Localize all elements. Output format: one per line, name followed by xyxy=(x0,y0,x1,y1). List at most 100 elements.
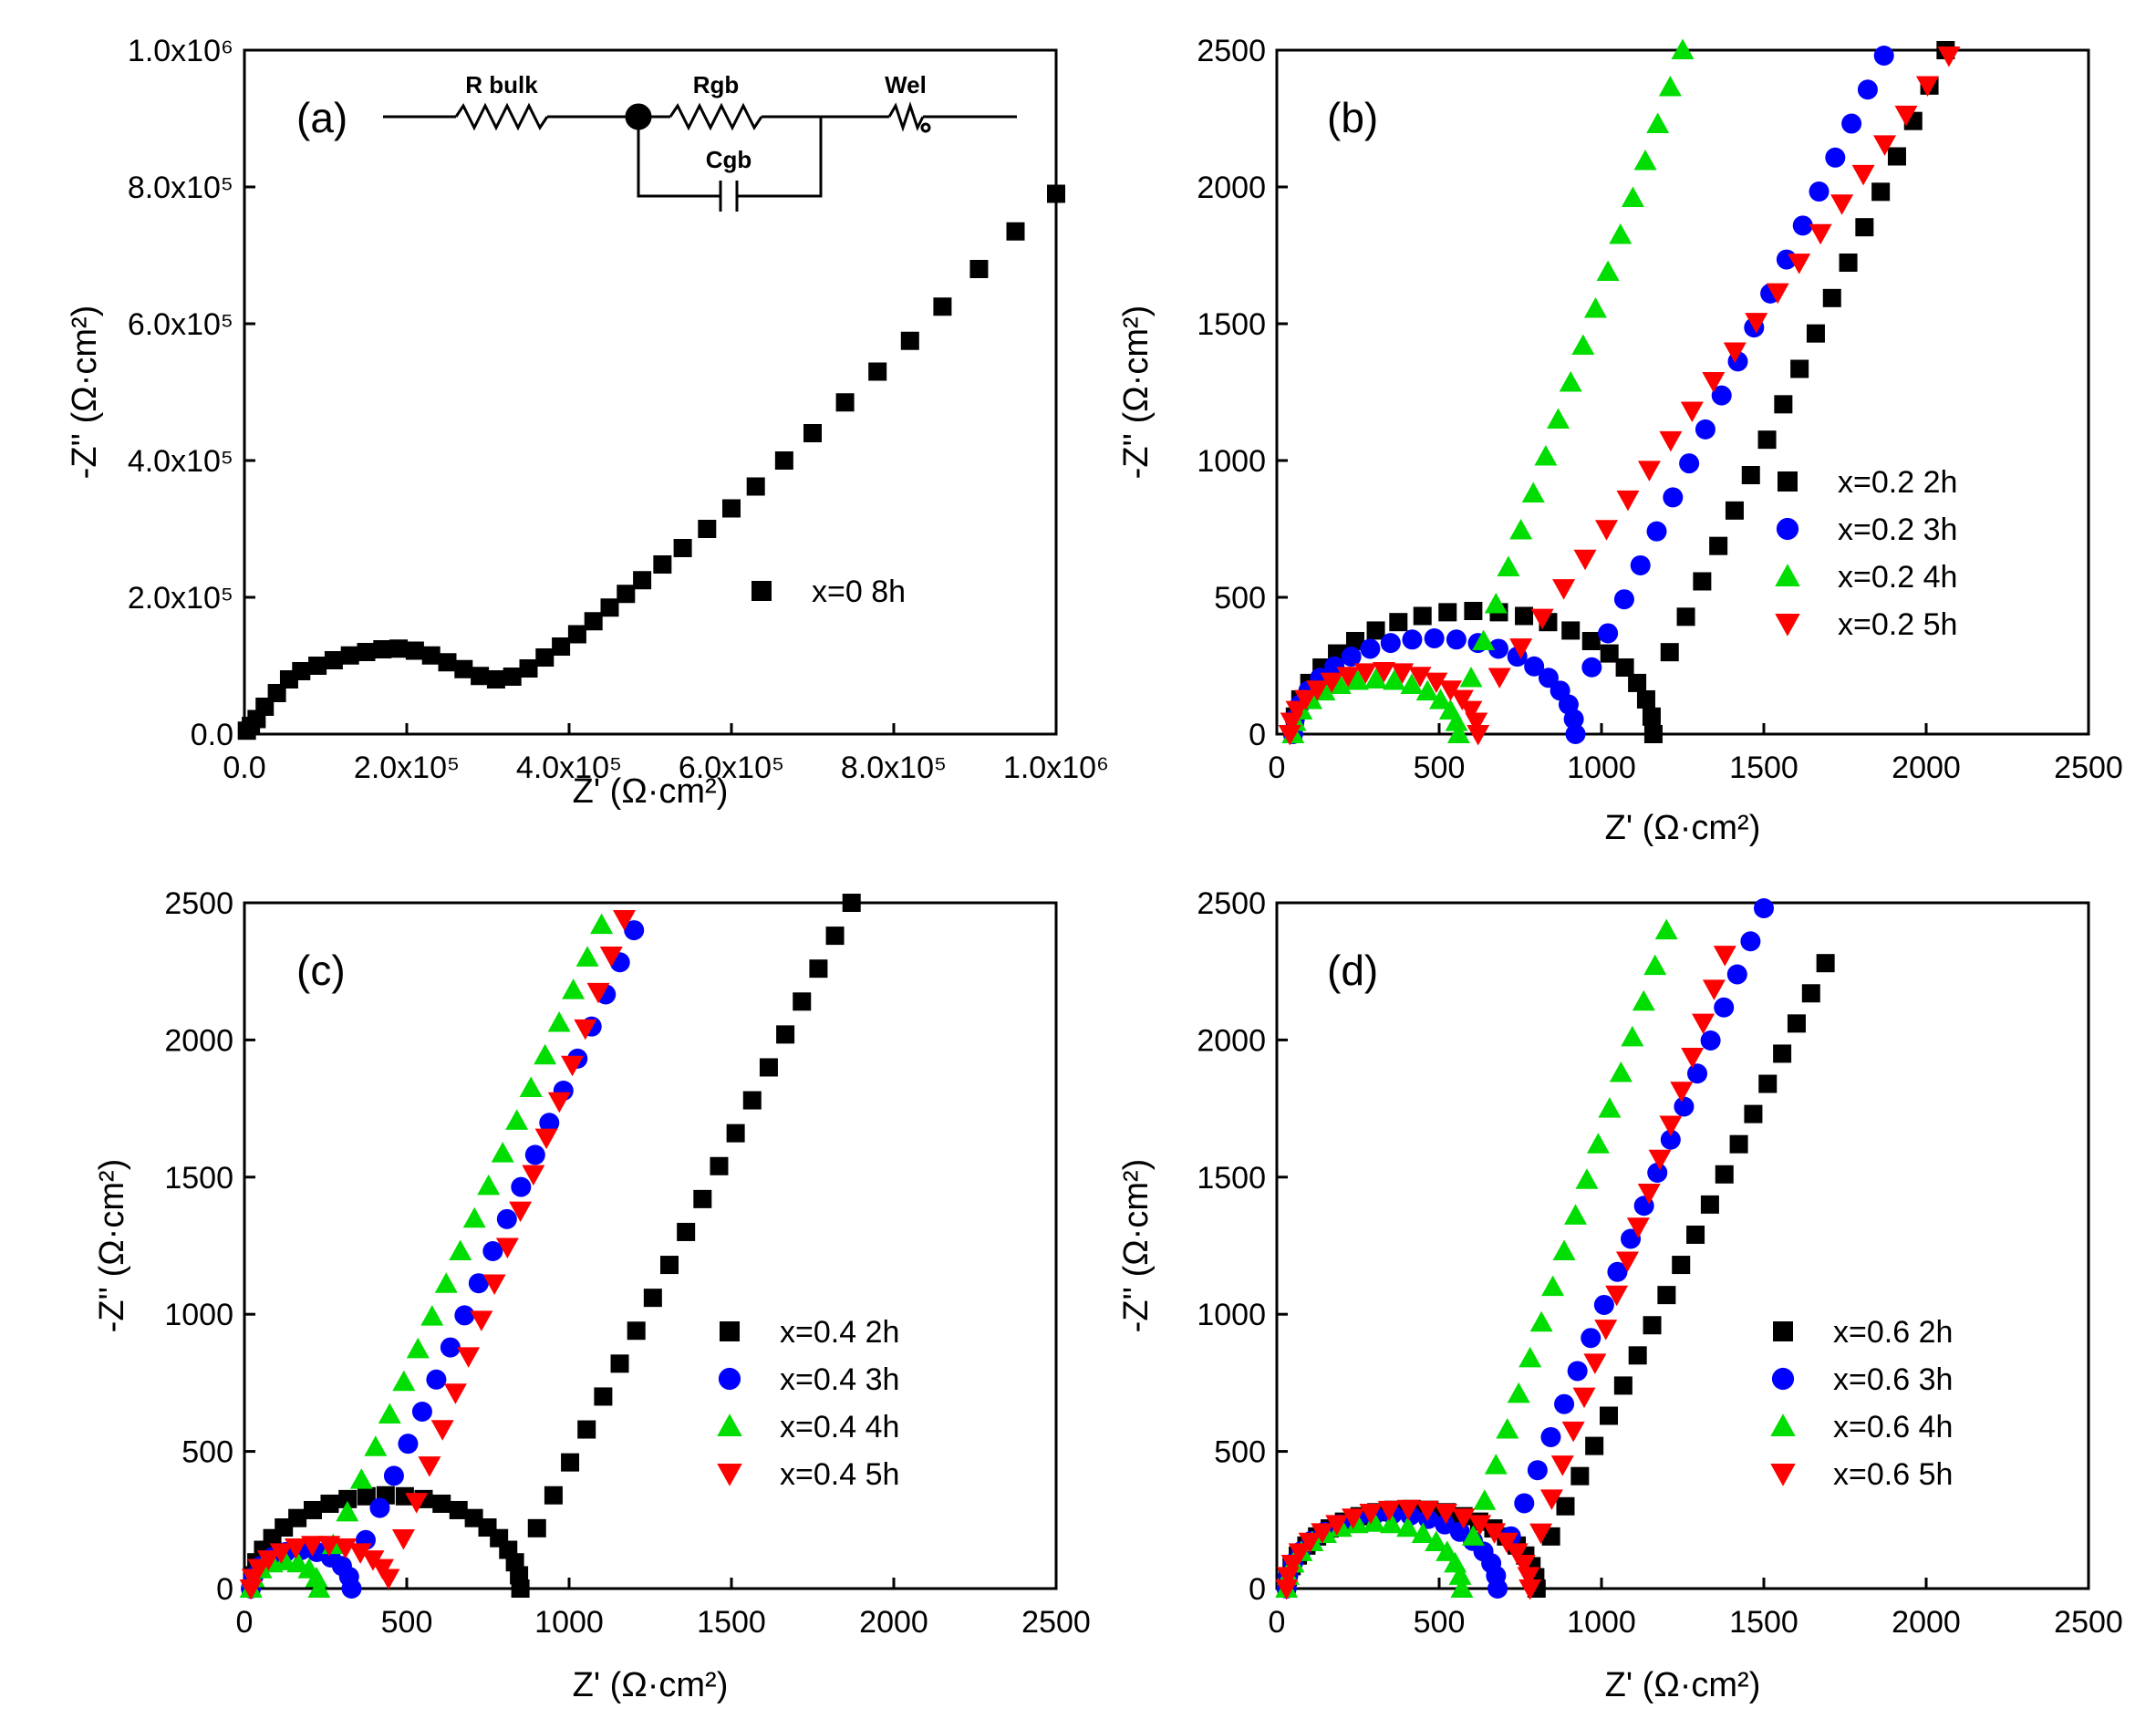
x-tick-label: 500 xyxy=(381,1605,433,1640)
data-point xyxy=(1740,931,1761,952)
data-point xyxy=(1915,76,1939,97)
data-point xyxy=(1714,997,1735,1018)
data-point xyxy=(357,1486,376,1506)
legend-marker xyxy=(1770,1413,1796,1436)
data-point xyxy=(1729,1134,1748,1154)
y-tick-label: 1.0x10⁶ xyxy=(128,34,233,68)
y-tick-label: 0 xyxy=(216,1572,233,1607)
data-point xyxy=(324,651,343,669)
data-point xyxy=(1529,1523,1553,1545)
data-point xyxy=(1873,46,1894,66)
panel-c-label: (c) xyxy=(296,947,346,994)
data-point xyxy=(432,1494,451,1513)
data-point xyxy=(1659,430,1683,452)
legend-marker xyxy=(1778,471,1798,492)
circuit-wire xyxy=(637,117,720,198)
data-point xyxy=(421,646,441,665)
data-point xyxy=(1702,979,1726,1000)
legend-marker xyxy=(720,1321,740,1341)
data-point xyxy=(288,1508,307,1527)
data-point xyxy=(1547,408,1570,429)
data-point xyxy=(357,643,376,661)
panel-c-xlabel: Z' (Ω·cm²) xyxy=(573,1666,729,1704)
data-point xyxy=(369,1497,390,1518)
data-point xyxy=(1801,984,1820,1003)
data-point xyxy=(1616,490,1640,512)
data-point xyxy=(426,1369,447,1390)
data-point xyxy=(1857,79,1878,100)
data-point xyxy=(1646,112,1670,133)
data-point xyxy=(1567,1361,1588,1382)
panel-a-frame xyxy=(243,48,1058,736)
data-point xyxy=(1680,401,1704,422)
data-point xyxy=(395,1486,414,1506)
data-point xyxy=(1461,1525,1485,1546)
data-point xyxy=(1642,707,1661,726)
data-point xyxy=(561,1453,580,1472)
panel-d-xticks: 0 500 1000 1500 2000 2500 xyxy=(1269,1578,2123,1640)
data-point xyxy=(1581,657,1602,678)
data-point xyxy=(1294,689,1318,711)
data-point xyxy=(1342,1508,1365,1529)
data-point xyxy=(1434,1504,1457,1525)
x-tick-label: 1000 xyxy=(534,1605,604,1640)
data-point xyxy=(1514,1493,1535,1514)
circuit-label-cgb: Cgb xyxy=(706,146,752,173)
data-point xyxy=(511,1579,530,1598)
data-point xyxy=(624,920,645,941)
data-point xyxy=(1383,669,1406,690)
data-point xyxy=(1596,260,1620,281)
panel-d: (d) Z' (Ω·cm²) -Z'' (Ω·cm²) 0 500 1000 1500… xyxy=(1117,886,2123,1704)
data-point xyxy=(348,1543,372,1564)
data-point xyxy=(1792,215,1813,236)
data-point xyxy=(1873,135,1897,156)
data-point xyxy=(285,1537,308,1559)
data-point xyxy=(1539,1489,1563,1510)
data-point xyxy=(1681,1047,1705,1069)
x-tick-label: 2000 xyxy=(859,1605,928,1640)
data-point xyxy=(443,1383,467,1404)
data-point xyxy=(1766,283,1789,305)
data-point xyxy=(1745,313,1768,334)
data-point xyxy=(1468,1515,1492,1536)
data-point xyxy=(1757,430,1777,450)
data-point xyxy=(677,1222,696,1241)
data-point xyxy=(577,1420,596,1439)
legend-marker xyxy=(718,1367,741,1391)
x-tick-label: 0 xyxy=(236,1605,254,1640)
data-point xyxy=(1787,1014,1806,1033)
legend-label: x=0.2 4h xyxy=(1838,560,1957,595)
data-point xyxy=(584,612,603,631)
data-point xyxy=(534,1043,557,1065)
data-point xyxy=(1540,1426,1561,1447)
data-point xyxy=(1446,629,1467,650)
data-point xyxy=(1435,1514,1456,1535)
panel-d-legend: x=0.6 2h x=0.6 3h x=0.6 4h x=0.6 5h xyxy=(1770,1315,1953,1492)
panel-b: (b) Z' (Ω·cm²) -Z'' (Ω·cm²) 0 500 1000 1500… xyxy=(1117,34,2123,847)
data-point xyxy=(1561,1421,1585,1443)
data-point xyxy=(247,1558,271,1580)
warburg-open-end-icon xyxy=(920,122,931,133)
panel-c-legend: x=0.4 2h x=0.4 3h x=0.4 4h x=0.4 5h xyxy=(717,1315,899,1492)
data-point xyxy=(1663,487,1684,508)
data-point xyxy=(509,1201,533,1223)
data-point xyxy=(1774,395,1793,414)
data-point xyxy=(835,393,855,412)
data-point xyxy=(643,1289,662,1308)
data-point xyxy=(1594,1320,1618,1341)
data-point xyxy=(1507,1382,1530,1403)
panel-d-frame xyxy=(1275,901,2090,1590)
data-point xyxy=(1459,700,1483,722)
data-point xyxy=(933,297,952,316)
y-tick-label: 1000 xyxy=(1197,444,1266,479)
data-point xyxy=(868,362,887,381)
data-point xyxy=(1609,1061,1633,1082)
data-point xyxy=(1363,1511,1386,1532)
data-point xyxy=(1595,520,1619,541)
data-point xyxy=(759,1058,778,1077)
data-point xyxy=(454,1305,475,1326)
data-point xyxy=(1552,1239,1576,1261)
panel-a-label: (a) xyxy=(296,94,347,141)
y-tick-label: 8.0x10⁵ xyxy=(128,171,233,205)
data-point xyxy=(1400,673,1424,694)
